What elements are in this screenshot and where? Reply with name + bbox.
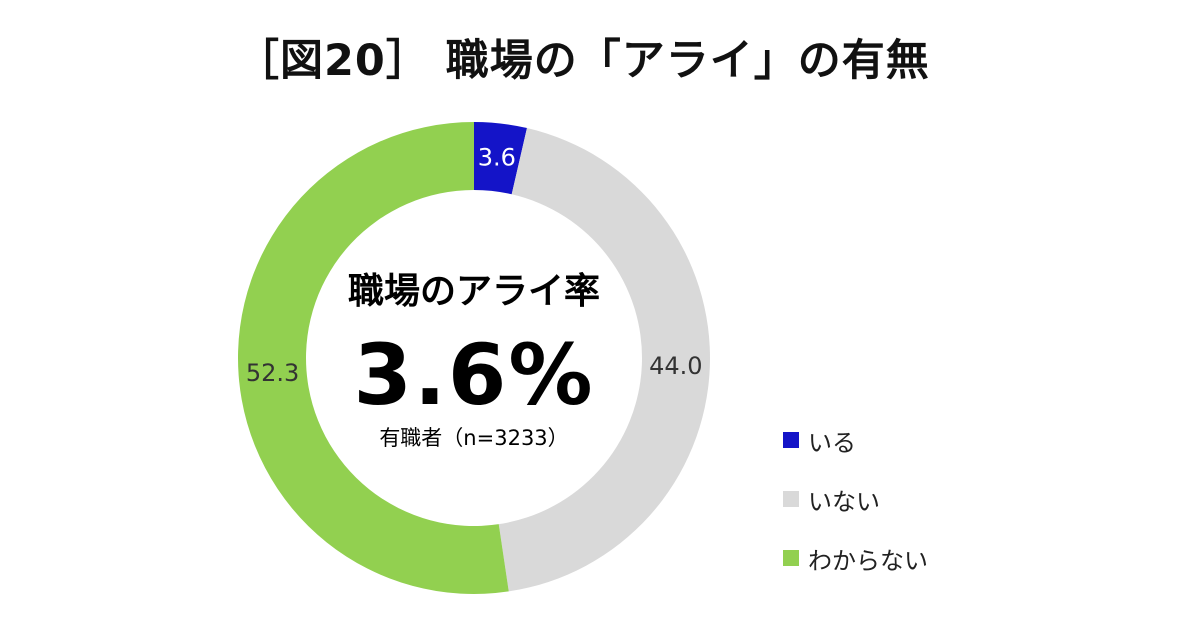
donut-slice-iru <box>474 122 527 195</box>
chart-title: ［図20］ 職場の「アライ」の有無 <box>236 36 930 86</box>
center-caption: 職場のアライ率 <box>347 271 600 312</box>
legend-label-iru: いる <box>808 428 856 457</box>
center-value: 3.6% <box>353 326 595 424</box>
legend-swatch-wakaranai <box>783 550 799 566</box>
data-label-iru: 3.6 <box>478 143 516 171</box>
legend-item-inai: いない <box>783 483 928 516</box>
legend: いる いない わからない <box>783 424 928 601</box>
donut-slice-inai <box>498 128 710 592</box>
legend-item-wakaranai: わからない <box>783 542 928 575</box>
donut-slice-wakaranai <box>237 122 509 594</box>
data-label-inai: 44.0 <box>649 352 702 380</box>
legend-swatch-iru <box>783 432 799 448</box>
legend-label-wakaranai: わからない <box>808 546 928 575</box>
legend-swatch-inai <box>783 491 799 507</box>
data-label-wakaranai: 52.3 <box>246 359 299 387</box>
legend-item-iru: いる <box>783 424 928 457</box>
legend-label-inai: いない <box>808 487 880 516</box>
center-sample-size: 有職者（n=3233） <box>379 426 569 450</box>
